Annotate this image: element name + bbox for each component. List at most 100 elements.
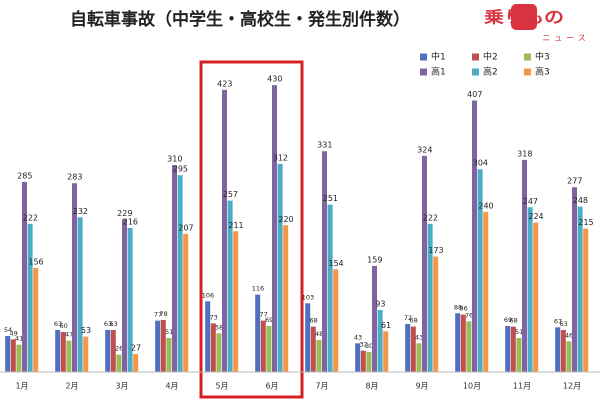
bar (310, 326, 316, 372)
value-label: 63 (54, 320, 62, 328)
bar (505, 325, 511, 372)
value-label: 77 (154, 311, 162, 319)
value-label: 257 (223, 190, 238, 199)
bar (333, 269, 339, 372)
legend-label: 高2 (483, 66, 498, 78)
chart-title: 自転車事故（中学生・高校生・発生別件数） (70, 9, 410, 30)
bar (210, 323, 216, 372)
bar (466, 321, 472, 372)
bar (372, 265, 377, 372)
bar (260, 320, 266, 372)
bar (183, 233, 189, 372)
logo-main: 乗りもの (484, 8, 564, 27)
legend-label: 高1 (431, 66, 446, 78)
value-label: 78 (159, 310, 167, 318)
legend-label: 中2 (483, 51, 498, 63)
bar (77, 217, 83, 372)
bar (433, 256, 439, 372)
value-label: 41 (15, 335, 23, 343)
bar (410, 326, 416, 372)
value-label: 220 (278, 215, 293, 224)
bar (555, 327, 561, 372)
value-label: 159 (367, 255, 382, 264)
bar (316, 339, 322, 372)
bar (305, 303, 311, 372)
bar (5, 335, 11, 372)
value-label: 69 (265, 316, 273, 324)
value-label: 222 (423, 213, 438, 222)
value-label: 47 (65, 331, 73, 339)
bar (127, 227, 133, 372)
bar (66, 340, 72, 372)
value-label: 53 (81, 326, 91, 335)
value-label: 86 (459, 305, 467, 313)
value-label: 88 (454, 303, 462, 311)
value-label: 283 (67, 173, 82, 182)
logo-badge (511, 4, 537, 30)
bar (16, 344, 22, 372)
bar (116, 354, 122, 372)
value-label: 93 (375, 299, 385, 308)
value-label: 68 (409, 317, 417, 325)
bar (483, 211, 489, 372)
value-label: 76 (465, 311, 473, 319)
bar (177, 175, 183, 372)
legend-swatch (524, 68, 531, 76)
bar (155, 320, 161, 372)
value-label: 30 (365, 342, 373, 350)
bar (560, 329, 566, 372)
value-label: 54 (4, 326, 12, 334)
bar (266, 325, 272, 372)
value-label: 26 (115, 345, 123, 353)
legend-label: 高3 (535, 66, 550, 78)
bar (460, 314, 466, 372)
bar (383, 331, 389, 372)
bar (427, 223, 433, 372)
value-label: 51 (515, 328, 523, 336)
bar (227, 200, 233, 372)
bar (283, 225, 289, 372)
bar (566, 341, 572, 372)
legend-swatch (420, 53, 427, 61)
bar (72, 183, 77, 372)
value-label: 68 (309, 317, 317, 325)
bar (455, 313, 461, 372)
value-label: 156 (28, 257, 43, 266)
bar (172, 165, 177, 372)
bar (322, 151, 327, 372)
value-label: 43 (415, 333, 423, 341)
bar (277, 163, 283, 372)
value-label: 285 (17, 171, 32, 180)
value-label: 27 (131, 343, 141, 352)
value-label: 215 (578, 218, 593, 227)
bar (55, 329, 61, 372)
x-tick-label: 5月 (215, 382, 228, 391)
value-label: 116 (252, 285, 264, 293)
bar (160, 319, 166, 372)
legend-label: 中1 (431, 51, 446, 63)
value-label: 106 (202, 291, 214, 299)
value-label: 63 (104, 320, 112, 328)
value-label: 207 (178, 223, 193, 232)
bar (527, 207, 533, 372)
value-label: 51 (165, 328, 173, 336)
bar (377, 309, 383, 372)
x-tick-label: 7月 (315, 382, 328, 391)
x-tick-label: 11月 (513, 382, 531, 391)
bar (422, 155, 427, 372)
bar (222, 89, 227, 372)
bar (477, 169, 483, 372)
logo-sub: ニュース (542, 34, 590, 43)
x-tick-label: 4月 (165, 382, 178, 391)
bar (416, 343, 422, 372)
bar (60, 331, 66, 372)
value-label: 318 (517, 149, 532, 158)
value-label: 60 (59, 322, 67, 330)
x-tick-label: 10月 (463, 382, 481, 391)
value-label: 277 (567, 177, 582, 186)
legend-swatch (472, 53, 479, 61)
bar (133, 353, 139, 372)
value-label: 247 (523, 197, 538, 206)
value-label: 430 (267, 75, 282, 84)
value-label: 49 (9, 329, 17, 337)
